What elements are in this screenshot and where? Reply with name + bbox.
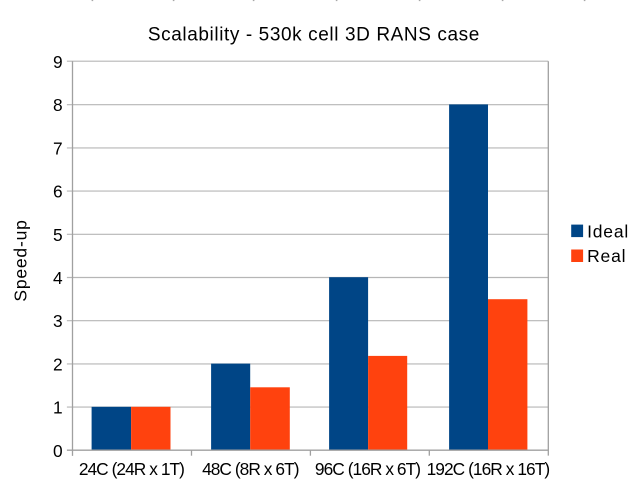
- svg-text:3: 3: [53, 311, 63, 331]
- svg-text:1: 1: [53, 398, 63, 418]
- svg-text:Real: Real: [587, 246, 626, 266]
- svg-text:8: 8: [53, 95, 63, 115]
- svg-text:9: 9: [53, 52, 63, 72]
- svg-text:2: 2: [53, 354, 63, 374]
- svg-text:7: 7: [53, 138, 63, 158]
- svg-text:48C (8R x 6T): 48C (8R x 6T): [202, 459, 299, 479]
- svg-text:24C (24R x 1T): 24C (24R x 1T): [79, 459, 184, 479]
- svg-text:5: 5: [53, 225, 63, 245]
- svg-text:Speed-up: Speed-up: [10, 219, 30, 301]
- svg-text:Ideal: Ideal: [587, 221, 629, 241]
- svg-text:0: 0: [53, 441, 63, 461]
- svg-text:192C (16R x 16T): 192C (16R x 16T): [427, 459, 550, 479]
- svg-text:6: 6: [53, 182, 63, 202]
- svg-text:Scalability - 530k cell 3D RAN: Scalability - 530k cell 3D RANS case: [148, 24, 480, 45]
- svg-text:4: 4: [53, 268, 63, 288]
- svg-text:96C (16R x 6T): 96C (16R x 6T): [315, 459, 420, 479]
